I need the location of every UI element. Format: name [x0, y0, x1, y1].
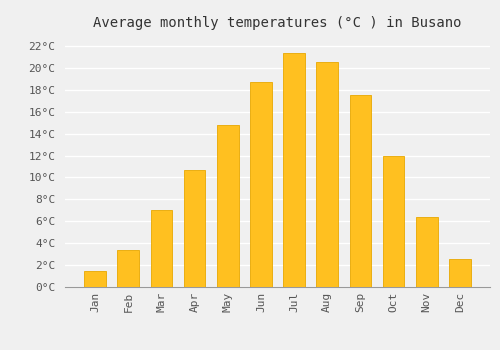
Bar: [284, 52, 305, 287]
Bar: [84, 271, 106, 287]
Bar: [217, 125, 238, 287]
Bar: [184, 170, 206, 287]
Bar: [150, 210, 172, 287]
Bar: [416, 217, 438, 287]
Title: Average monthly temperatures (°C ) in Busano: Average monthly temperatures (°C ) in Bu…: [93, 16, 462, 30]
Bar: [250, 82, 272, 287]
Bar: [316, 62, 338, 287]
Bar: [350, 95, 371, 287]
Bar: [118, 250, 139, 287]
Bar: [449, 259, 470, 287]
Bar: [383, 155, 404, 287]
